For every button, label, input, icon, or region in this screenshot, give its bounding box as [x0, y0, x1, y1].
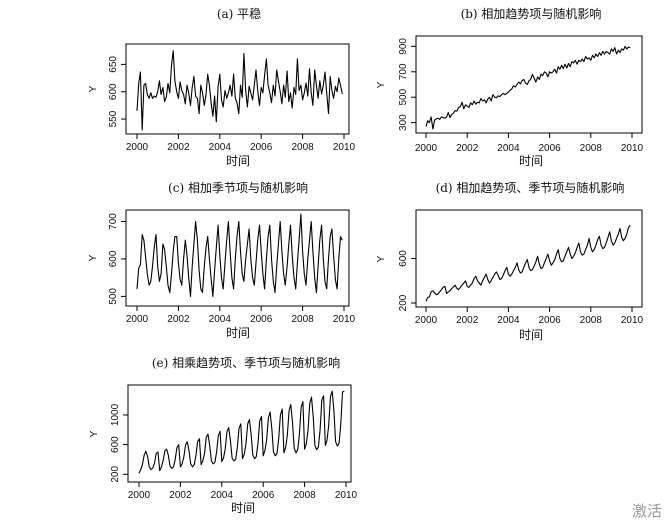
x-tick-label: 2000: [126, 314, 149, 325]
x-tick-label: 2010: [333, 314, 356, 325]
y-tick-label: 600: [110, 436, 121, 453]
panel-e-frame: [127, 384, 352, 483]
x-tick-label: 2008: [291, 142, 314, 153]
panel-c-x-label: 时间: [226, 326, 250, 340]
x-tick-label: 2000: [126, 142, 149, 153]
y-tick-label: 700: [108, 213, 119, 230]
y-tick-label: 200: [110, 466, 121, 483]
y-tick-label: 700: [398, 63, 409, 80]
x-tick-label: 2010: [621, 315, 644, 326]
y-tick-label: 500: [108, 288, 119, 305]
y-tick-label: 650: [108, 56, 119, 73]
panel-c-plot: 2000 2002 2004 2006 2008 2010 500 600 700: [108, 213, 356, 325]
panel-a-plot: 2000 2002 2004 2006 2008 2010 550 600 650: [108, 50, 356, 153]
x-tick-label: 2000: [415, 315, 438, 326]
y-tick-label: 300: [398, 114, 409, 131]
x-tick-label: 2008: [580, 315, 603, 326]
x-tick-label: 2006: [250, 314, 273, 325]
x-tick-label: 2002: [169, 490, 192, 501]
panel-d-plot: 2000 2002 2004 2006 2008 2010 200 600: [398, 224, 644, 326]
series-line: [425, 224, 631, 302]
x-tick-label: 2008: [291, 314, 314, 325]
panel-c-y-label: Y: [88, 254, 99, 261]
panel-d: (d) 相加趋势项、季节项与随机影响 2000 2002 2004 2006 2008 2…: [376, 180, 644, 342]
panel-b-frame: [415, 35, 643, 134]
y-tick-label: 600: [108, 250, 119, 267]
panel-b-x-label: 时间: [519, 154, 543, 168]
x-tick-label: 2006: [538, 315, 561, 326]
series-line: [425, 45, 631, 130]
x-tick-label: 2010: [335, 490, 358, 501]
watermark-text: 激活: [632, 502, 662, 520]
panel-d-frame: [415, 209, 643, 308]
y-tick-label: 600: [398, 250, 409, 267]
panel-a-frame: [125, 43, 350, 135]
panel-e-plot: 2000 2002 2004 2006 2008 2010 200 600 1000: [110, 390, 358, 501]
x-tick-label: 2004: [209, 142, 232, 153]
y-tick-label: 600: [108, 83, 119, 100]
y-tick-label: 1000: [110, 403, 121, 426]
y-tick-label: 550: [108, 110, 119, 127]
x-tick-label: 2002: [456, 315, 479, 326]
panel-d-x-label: 时间: [519, 328, 543, 342]
x-tick-label: 2008: [293, 490, 316, 501]
y-tick-label: 500: [398, 88, 409, 105]
panel-b: (b) 相加趋势项与随机影响 2000 2002 2004 2006 2008 2010 3…: [376, 6, 644, 168]
panel-b-y-label: Y: [376, 81, 387, 88]
panel-a-title: (a) 平稳: [217, 6, 261, 21]
panel-d-y-label: Y: [376, 255, 387, 262]
panel-e-x-label: 时间: [231, 501, 255, 515]
x-tick-label: 2006: [250, 142, 273, 153]
panel-b-plot: 2000 2002 2004 2006 2008 2010 300 500 700 900: [398, 38, 644, 154]
panel-c-title: (c) 相加季节项与随机影响: [168, 180, 308, 195]
x-tick-label: 2010: [333, 142, 356, 153]
x-tick-label: 2004: [211, 490, 234, 501]
x-tick-label: 2006: [252, 490, 275, 501]
series-line: [136, 50, 343, 131]
panel-a-y-label: Y: [88, 85, 99, 92]
x-tick-label: 2002: [167, 142, 190, 153]
x-tick-label: 2002: [456, 143, 479, 154]
x-tick-label: 2002: [167, 314, 190, 325]
panel-e: (e) 相乘趋势项、季节项与随机影响 2000 2002 2004 2006 2008 2…: [89, 355, 358, 515]
x-tick-label: 2010: [621, 143, 644, 154]
x-tick-label: 2004: [209, 314, 232, 325]
x-tick-label: 2004: [497, 143, 520, 154]
panel-c: (c) 相加季节项与随机影响 2000 2002 2004 2006 2008 2010 5…: [88, 180, 356, 340]
x-tick-label: 2006: [538, 143, 561, 154]
x-tick-label: 2008: [580, 143, 603, 154]
panel-b-title: (b) 相加趋势项与随机影响: [461, 6, 602, 21]
panel-a: (a) 平稳 2000 2002 2004 2006 2008 2010 550 600 650…: [88, 6, 356, 168]
x-tick-label: 2004: [497, 315, 520, 326]
series-line: [136, 213, 343, 297]
panel-e-y-label: Y: [89, 430, 100, 437]
panel-e-title: (e) 相乘趋势项、季节项与随机影响: [152, 355, 340, 370]
y-tick-label: 200: [398, 294, 409, 311]
panel-d-title: (d) 相加趋势项、季节项与随机影响: [436, 180, 625, 195]
x-tick-label: 2000: [415, 143, 438, 154]
panel-c-frame: [125, 209, 350, 307]
panel-a-x-label: 时间: [226, 154, 250, 168]
x-tick-label: 2000: [128, 490, 151, 501]
series-line: [138, 390, 345, 474]
y-tick-label: 900: [398, 38, 409, 55]
